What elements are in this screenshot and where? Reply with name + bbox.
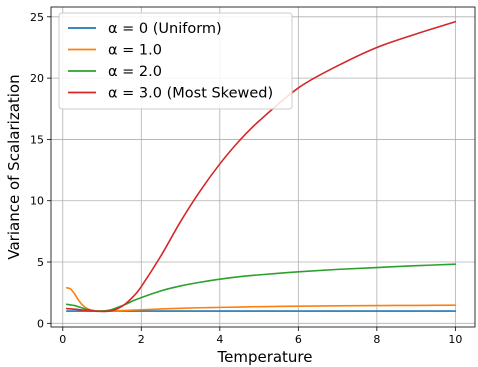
y-tick-label: 0 [37, 317, 44, 330]
plot-frame [50, 6, 476, 328]
y-tick-label: 10 [30, 195, 44, 208]
x-tick-label: 6 [295, 333, 302, 346]
y-axis-label: Variance of Scalarization [5, 74, 23, 259]
legend-label-2: α = 2.0 [108, 64, 162, 80]
x-tick-label: 8 [373, 333, 380, 346]
series-lines [65, 20, 457, 313]
x-tick-label: 4 [216, 333, 223, 346]
series-line-2 [65, 263, 457, 312]
y-tick-label: 20 [30, 72, 44, 85]
x-tick-label: 10 [448, 333, 462, 346]
x-tick-label: 0 [59, 333, 66, 346]
y-tick-label: 15 [30, 133, 44, 146]
x-tick-label: 2 [138, 333, 145, 346]
legend-label-0: α = 0 (Uniform) [108, 21, 222, 37]
x-axis-label: Temperature [216, 348, 312, 366]
series-line-3 [65, 20, 457, 313]
legend-label-3: α = 3.0 (Most Skewed) [108, 86, 273, 102]
legend-label-1: α = 1.0 [108, 43, 162, 59]
legend-box [58, 12, 293, 110]
series-line-1 [65, 286, 457, 312]
y-axis-ticks: 0 5 10 15 20 25 [30, 11, 51, 330]
y-tick-label: 25 [30, 11, 44, 24]
x-axis-ticks: 0 2 4 6 8 10 [59, 327, 462, 346]
legend: α = 0 (Uniform) α = 1.0 α = 2.0 α = 3.0 (Mo… [58, 12, 293, 110]
y-tick-label: 5 [37, 256, 44, 269]
